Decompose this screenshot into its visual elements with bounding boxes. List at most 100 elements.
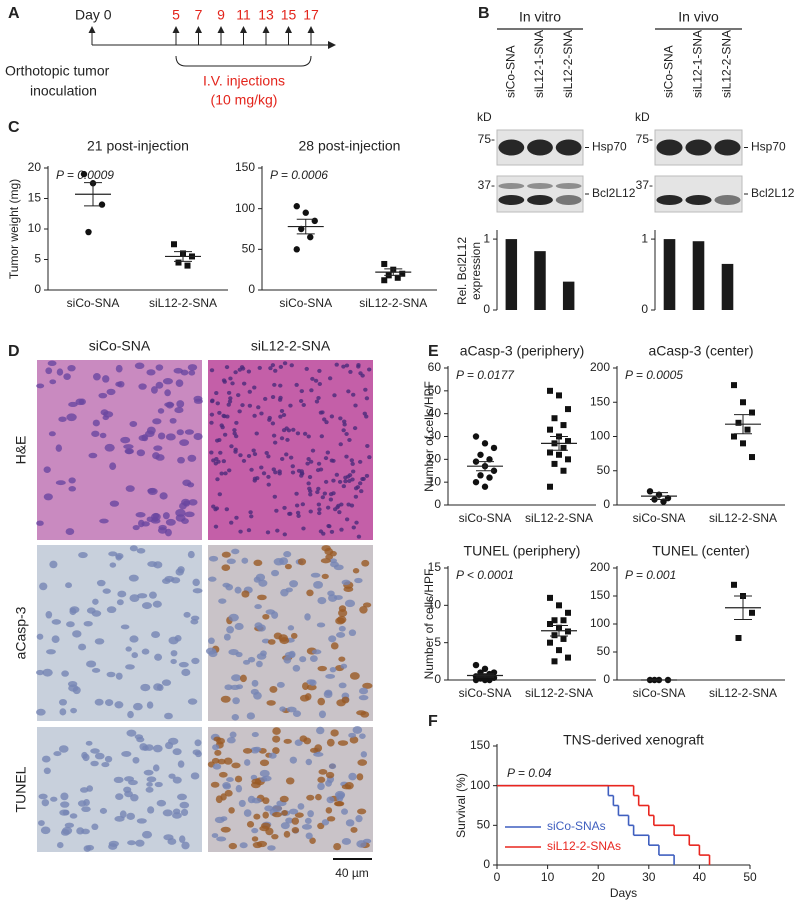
cell-nucleus [316, 502, 322, 507]
data-point [560, 467, 567, 474]
cell-nucleus [231, 714, 240, 721]
data-point [85, 228, 92, 236]
cell-nucleus [301, 526, 306, 531]
cell-nucleus [179, 801, 190, 809]
data-point [551, 460, 558, 467]
cell-nucleus [338, 442, 343, 447]
cell-nucleus [120, 624, 130, 630]
cell-nucleus [257, 594, 267, 601]
cell-nucleus [187, 482, 195, 488]
cell-nucleus [215, 795, 223, 804]
cell-nucleus [124, 790, 133, 798]
y-tick-label: 15 [428, 560, 442, 574]
cell-nucleus [193, 432, 203, 441]
cell-nucleus [357, 759, 368, 766]
cell-nucleus [145, 786, 154, 793]
cell-nucleus [279, 795, 289, 803]
cell-nucleus [221, 564, 231, 571]
cell-nucleus [68, 486, 77, 492]
cell-nucleus [364, 414, 369, 419]
cell-nucleus [177, 760, 185, 768]
cell-nucleus [251, 732, 259, 738]
cell-nucleus [348, 629, 357, 637]
cell-nucleus [176, 793, 188, 801]
cell-nucleus [157, 408, 165, 414]
cell-nucleus [323, 479, 329, 484]
cell-nucleus [184, 429, 195, 435]
annotation: P < 0.0001 [456, 568, 514, 582]
cell-nucleus [211, 833, 219, 839]
cell-nucleus [36, 633, 44, 640]
cell-nucleus [187, 698, 198, 705]
cell-nucleus [91, 668, 101, 673]
cell-nucleus [212, 744, 220, 751]
data-point [481, 665, 489, 672]
cell-nucleus [256, 405, 261, 410]
panel-letter: E [428, 343, 439, 360]
cell-nucleus [271, 611, 279, 619]
cell-nucleus [86, 785, 94, 792]
cell-nucleus [93, 373, 101, 381]
cell-nucleus [272, 382, 277, 387]
cell-nucleus [155, 454, 165, 461]
data-point [293, 203, 300, 210]
blot-band [498, 195, 525, 205]
data-point [565, 609, 571, 616]
data-point [547, 594, 553, 601]
data-point [731, 382, 737, 389]
cell-nucleus [152, 418, 162, 425]
cell-nucleus [331, 491, 336, 496]
data-point [551, 632, 558, 639]
lane-label: siCo-SNA [662, 45, 676, 98]
data-point [740, 440, 746, 447]
cell-nucleus [320, 495, 326, 500]
cell-nucleus [331, 478, 336, 483]
cell-nucleus [94, 698, 104, 706]
data-point [749, 409, 755, 416]
cell-nucleus [136, 736, 145, 743]
data-point [560, 422, 567, 429]
cell-nucleus [67, 680, 78, 687]
y-tick-label: 1 [483, 231, 490, 245]
injection-label: (10 mg/kg) [211, 92, 278, 108]
cell-nucleus [210, 398, 215, 403]
cell-nucleus [228, 376, 233, 381]
cell-nucleus [94, 752, 105, 760]
cell-nucleus [356, 710, 367, 716]
cell-nucleus [301, 824, 313, 830]
y-axis-label: Rel. Bcl2L12 [455, 237, 469, 305]
micrograph [208, 727, 373, 852]
cell-nucleus [174, 407, 184, 414]
cell-nucleus [297, 558, 307, 566]
cell-nucleus [231, 762, 241, 769]
cell-nucleus [65, 528, 75, 535]
cell-nucleus [357, 808, 367, 815]
y-tick-label: 15 [28, 191, 42, 205]
cell-nucleus [224, 507, 230, 512]
y-axis-label: Tumor weight (mg) [7, 179, 21, 279]
cell-nucleus [364, 473, 370, 478]
cell-nucleus [115, 364, 123, 373]
data-point [486, 474, 493, 481]
cell-nucleus [45, 611, 53, 619]
cell-nucleus [336, 503, 341, 508]
bar [534, 251, 546, 310]
cell-nucleus [147, 488, 157, 494]
cell-nucleus [226, 402, 231, 407]
x-tick-label: 50 [743, 870, 757, 884]
cell-nucleus [141, 648, 150, 655]
data-point [556, 451, 562, 458]
cell-nucleus [290, 470, 296, 475]
blot-band [714, 195, 741, 205]
cell-nucleus [282, 361, 288, 366]
cell-nucleus [155, 381, 164, 389]
cell-nucleus [86, 607, 96, 614]
cell-nucleus [309, 837, 316, 844]
blot-band [685, 195, 712, 205]
cell-nucleus [162, 512, 170, 520]
cell-nucleus [66, 413, 77, 422]
cell-nucleus [277, 397, 283, 402]
cell-nucleus [40, 826, 51, 835]
cell-nucleus [41, 799, 50, 807]
cell-nucleus [172, 748, 182, 756]
